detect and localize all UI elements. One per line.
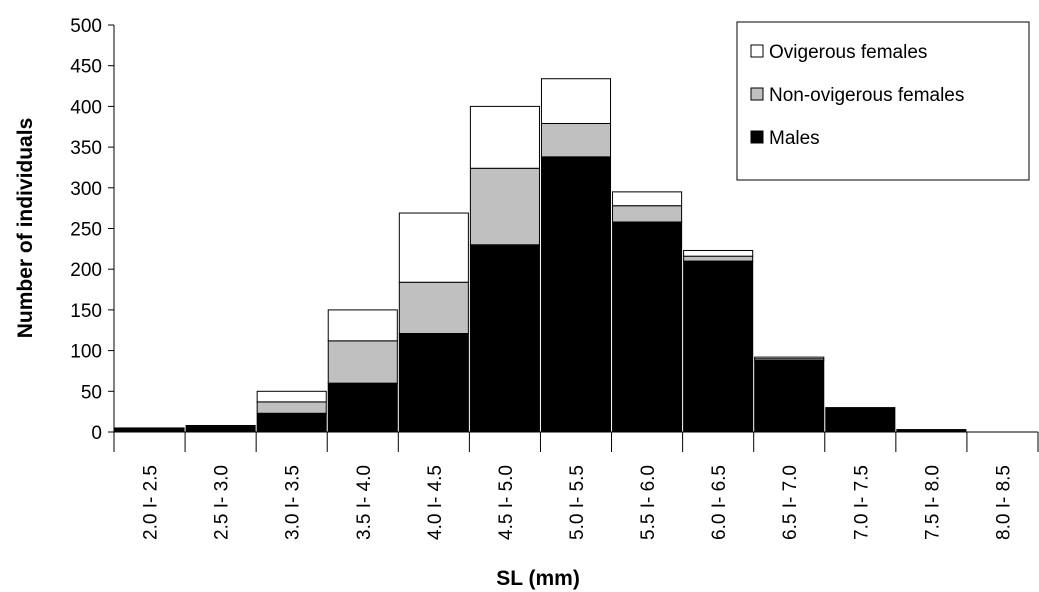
x-tick-label: 6.0 I- 6.5: [709, 465, 730, 540]
y-tick-label: 150: [70, 301, 102, 322]
bar-segment: [612, 191, 683, 207]
legend-label: Ovigerous females: [769, 42, 927, 63]
bar-segment: [683, 249, 754, 257]
x-tick-label: 2.5 I- 3.0: [212, 465, 233, 540]
bar-segment: [469, 244, 540, 433]
x-tick-label: 3.0 I- 3.5: [283, 465, 304, 540]
bar-segment: [540, 122, 612, 158]
y-tick-label: 400: [70, 97, 102, 118]
bar-segment: [256, 412, 327, 433]
x-tick-label: 4.0 I- 4.5: [425, 465, 446, 540]
bar-segment: [612, 221, 683, 433]
bar-segment: [469, 167, 540, 246]
legend-swatch: [750, 87, 764, 101]
bar-segment: [185, 424, 256, 433]
x-tick-label: 6.5 I- 7.0: [780, 465, 801, 540]
bar-segment: [825, 407, 896, 433]
bar-segment: [398, 212, 469, 283]
legend-swatch: [750, 130, 764, 144]
legend-swatch: [750, 44, 764, 58]
y-tick-label: 0: [91, 423, 102, 444]
bar-segment: [754, 359, 825, 433]
bar-segment: [327, 340, 398, 384]
legend-label: Males: [769, 128, 820, 149]
y-axis-title: Number of individuals: [14, 118, 37, 339]
x-tick-label: 2.0 I- 2.5: [141, 465, 162, 540]
bar-segment: [754, 356, 825, 360]
x-tick-label: 3.5 I- 4.0: [354, 465, 375, 540]
x-tick-label: 5.0 I- 5.5: [567, 465, 588, 540]
bar-segment: [256, 401, 327, 414]
x-axis-title: SL (mm): [496, 567, 580, 590]
bar-segment: [327, 382, 398, 433]
bar-segment: [683, 255, 754, 262]
y-tick-label: 300: [70, 179, 102, 200]
y-tick-label: 200: [70, 260, 102, 281]
bar-segment: [398, 281, 469, 335]
bar-segment: [327, 309, 398, 342]
y-tick-label: 450: [70, 57, 102, 78]
bar-segment: [540, 156, 612, 433]
y-tick-label: 500: [70, 16, 102, 37]
y-tick-label: 50: [81, 382, 102, 403]
bar-segment: [398, 333, 469, 433]
x-tick-label: 7.0 I- 7.5: [851, 465, 872, 540]
bar-segment: [612, 205, 683, 223]
legend-box: [736, 21, 1030, 181]
bar-segment: [683, 260, 754, 433]
bar-segment: [469, 105, 540, 169]
x-tick-label: 8.0 I- 8.5: [993, 465, 1014, 540]
legend-label: Non-ovigerous females: [769, 85, 964, 106]
x-tick-label: 5.5 I- 6.0: [638, 465, 659, 540]
bar-segment: [114, 427, 185, 433]
x-tick-label: 7.5 I- 8.0: [922, 465, 943, 540]
bar-segment: [256, 390, 327, 403]
y-tick-label: 100: [70, 342, 102, 363]
y-tick-label: 350: [70, 138, 102, 159]
x-tick-label: 4.5 I- 5.0: [496, 465, 517, 540]
bar-segment: [540, 78, 612, 124]
y-tick-label: 250: [70, 220, 102, 241]
